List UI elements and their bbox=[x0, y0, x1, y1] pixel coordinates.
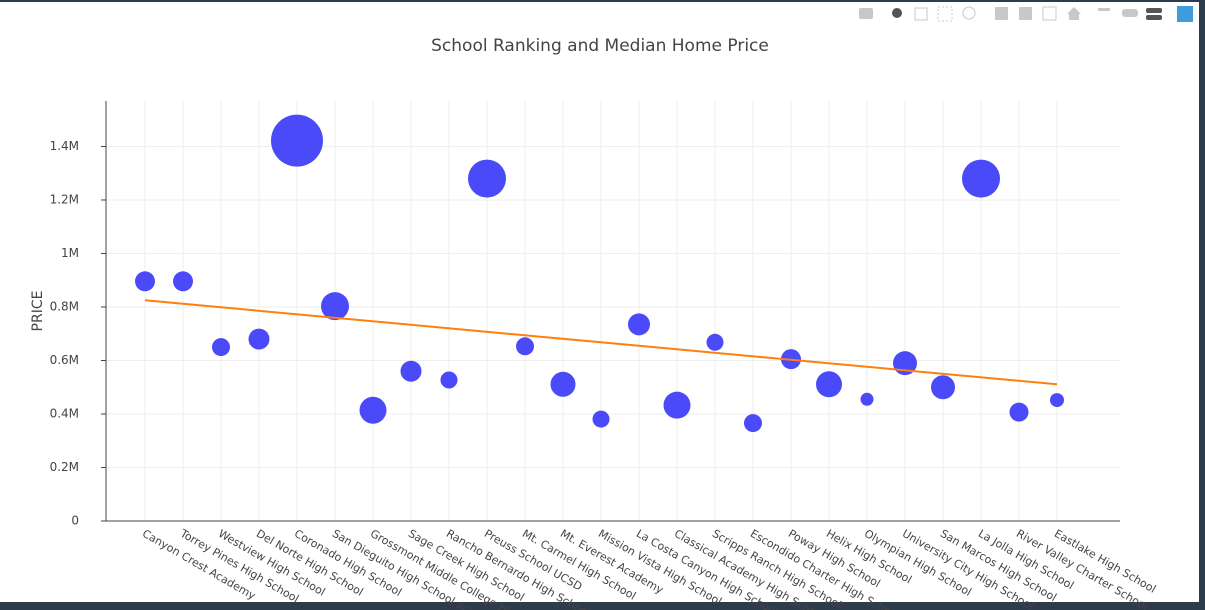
toolbar bbox=[859, 6, 1193, 22]
bubble bbox=[1050, 393, 1064, 408]
plotly-logo[interactable] bbox=[1177, 6, 1193, 22]
y-tick-label: 0.8M bbox=[50, 299, 79, 313]
y-tick-label: 0.4M bbox=[50, 406, 79, 420]
bubble bbox=[400, 360, 422, 382]
bubble bbox=[135, 271, 155, 292]
bubble bbox=[271, 114, 323, 167]
tool-zoom-in[interactable] bbox=[995, 7, 1008, 20]
bubble bbox=[592, 410, 610, 428]
tool-reset[interactable] bbox=[1067, 7, 1081, 20]
bubble bbox=[173, 271, 193, 292]
bubble bbox=[663, 391, 691, 419]
bubble bbox=[1009, 402, 1029, 422]
bubble bbox=[816, 371, 842, 398]
y-tick-label: 0 bbox=[71, 514, 79, 528]
bubble bbox=[860, 392, 874, 406]
y-tick-label: 0.6M bbox=[50, 353, 79, 367]
tool-zoom[interactable] bbox=[892, 8, 902, 18]
bubble bbox=[931, 375, 955, 400]
tool-autoscale[interactable] bbox=[1042, 6, 1057, 21]
frame-right bbox=[1199, 0, 1205, 610]
y-tick-label: 1M bbox=[61, 246, 79, 260]
tool-pan[interactable] bbox=[914, 7, 928, 21]
bubble bbox=[212, 338, 230, 357]
bubble bbox=[962, 159, 1000, 198]
y-axis-title: PRICE bbox=[30, 291, 46, 332]
tool-lasso[interactable] bbox=[962, 6, 976, 20]
bubble bbox=[321, 292, 349, 321]
tool-camera[interactable] bbox=[859, 8, 873, 19]
tool-hover-compare[interactable] bbox=[1146, 8, 1162, 13]
bubble bbox=[248, 328, 270, 350]
bubble bbox=[628, 313, 650, 336]
tool-hover-compare-2[interactable] bbox=[1146, 15, 1162, 20]
bubble bbox=[440, 371, 458, 389]
tool-hover-closest[interactable] bbox=[1122, 9, 1138, 17]
bubble bbox=[744, 414, 762, 433]
tool-zoom-out[interactable] bbox=[1019, 7, 1032, 20]
bubble bbox=[550, 371, 576, 397]
y-tick-label: 0.2M bbox=[50, 460, 79, 474]
bubble bbox=[516, 337, 534, 356]
y-tick-label: 1.2M bbox=[50, 192, 79, 206]
bubble bbox=[706, 333, 724, 351]
y-tick-label: 1.4M bbox=[50, 139, 79, 153]
frame-top bbox=[0, 0, 1205, 2]
chart-title: School Ranking and Median Home Price bbox=[431, 36, 769, 56]
tool-select[interactable] bbox=[937, 6, 953, 22]
trend-line bbox=[144, 299, 1058, 386]
tool-spikes[interactable] bbox=[1098, 8, 1110, 11]
frame-bottom bbox=[0, 602, 1205, 610]
bubble bbox=[468, 159, 506, 198]
bubble bbox=[359, 396, 387, 424]
